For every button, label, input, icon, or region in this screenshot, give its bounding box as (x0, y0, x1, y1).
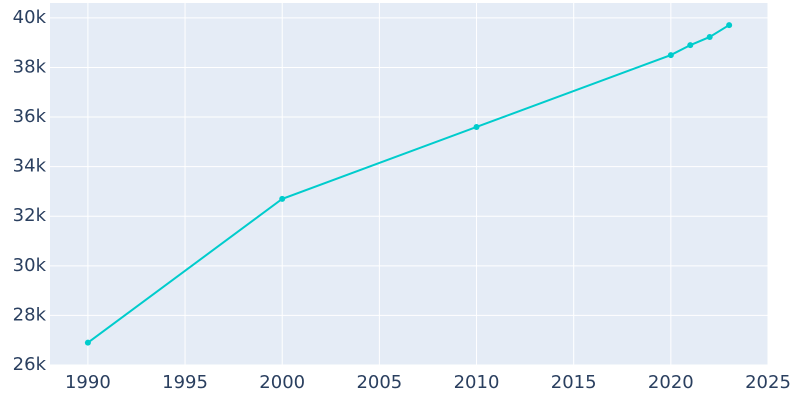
y-tick-label: 38k (13, 56, 47, 77)
y-tick-label: 36k (13, 106, 47, 127)
data-point (473, 123, 480, 130)
data-point (706, 33, 713, 40)
plot-area (50, 3, 768, 365)
y-tick-label: 28k (13, 304, 47, 325)
x-tick-label: 1990 (65, 372, 111, 393)
y-tick-label: 30k (13, 255, 47, 276)
x-tick-label: 2025 (745, 372, 791, 393)
data-point (84, 339, 91, 346)
data-point (687, 42, 694, 49)
x-tick-label: 2010 (454, 372, 500, 393)
x-tick-label: 2020 (648, 372, 694, 393)
data-point (726, 22, 733, 29)
x-tick-label: 1995 (162, 372, 208, 393)
x-tick-label: 2015 (551, 372, 597, 393)
y-tick-label: 26k (13, 354, 47, 375)
x-tick-label: 2005 (356, 372, 402, 393)
data-point (279, 195, 286, 202)
y-tick-label: 40k (13, 7, 47, 28)
y-tick-label: 32k (13, 205, 47, 226)
y-tick-label: 34k (13, 156, 47, 177)
x-tick-label: 2000 (259, 372, 305, 393)
data-point (667, 52, 674, 59)
